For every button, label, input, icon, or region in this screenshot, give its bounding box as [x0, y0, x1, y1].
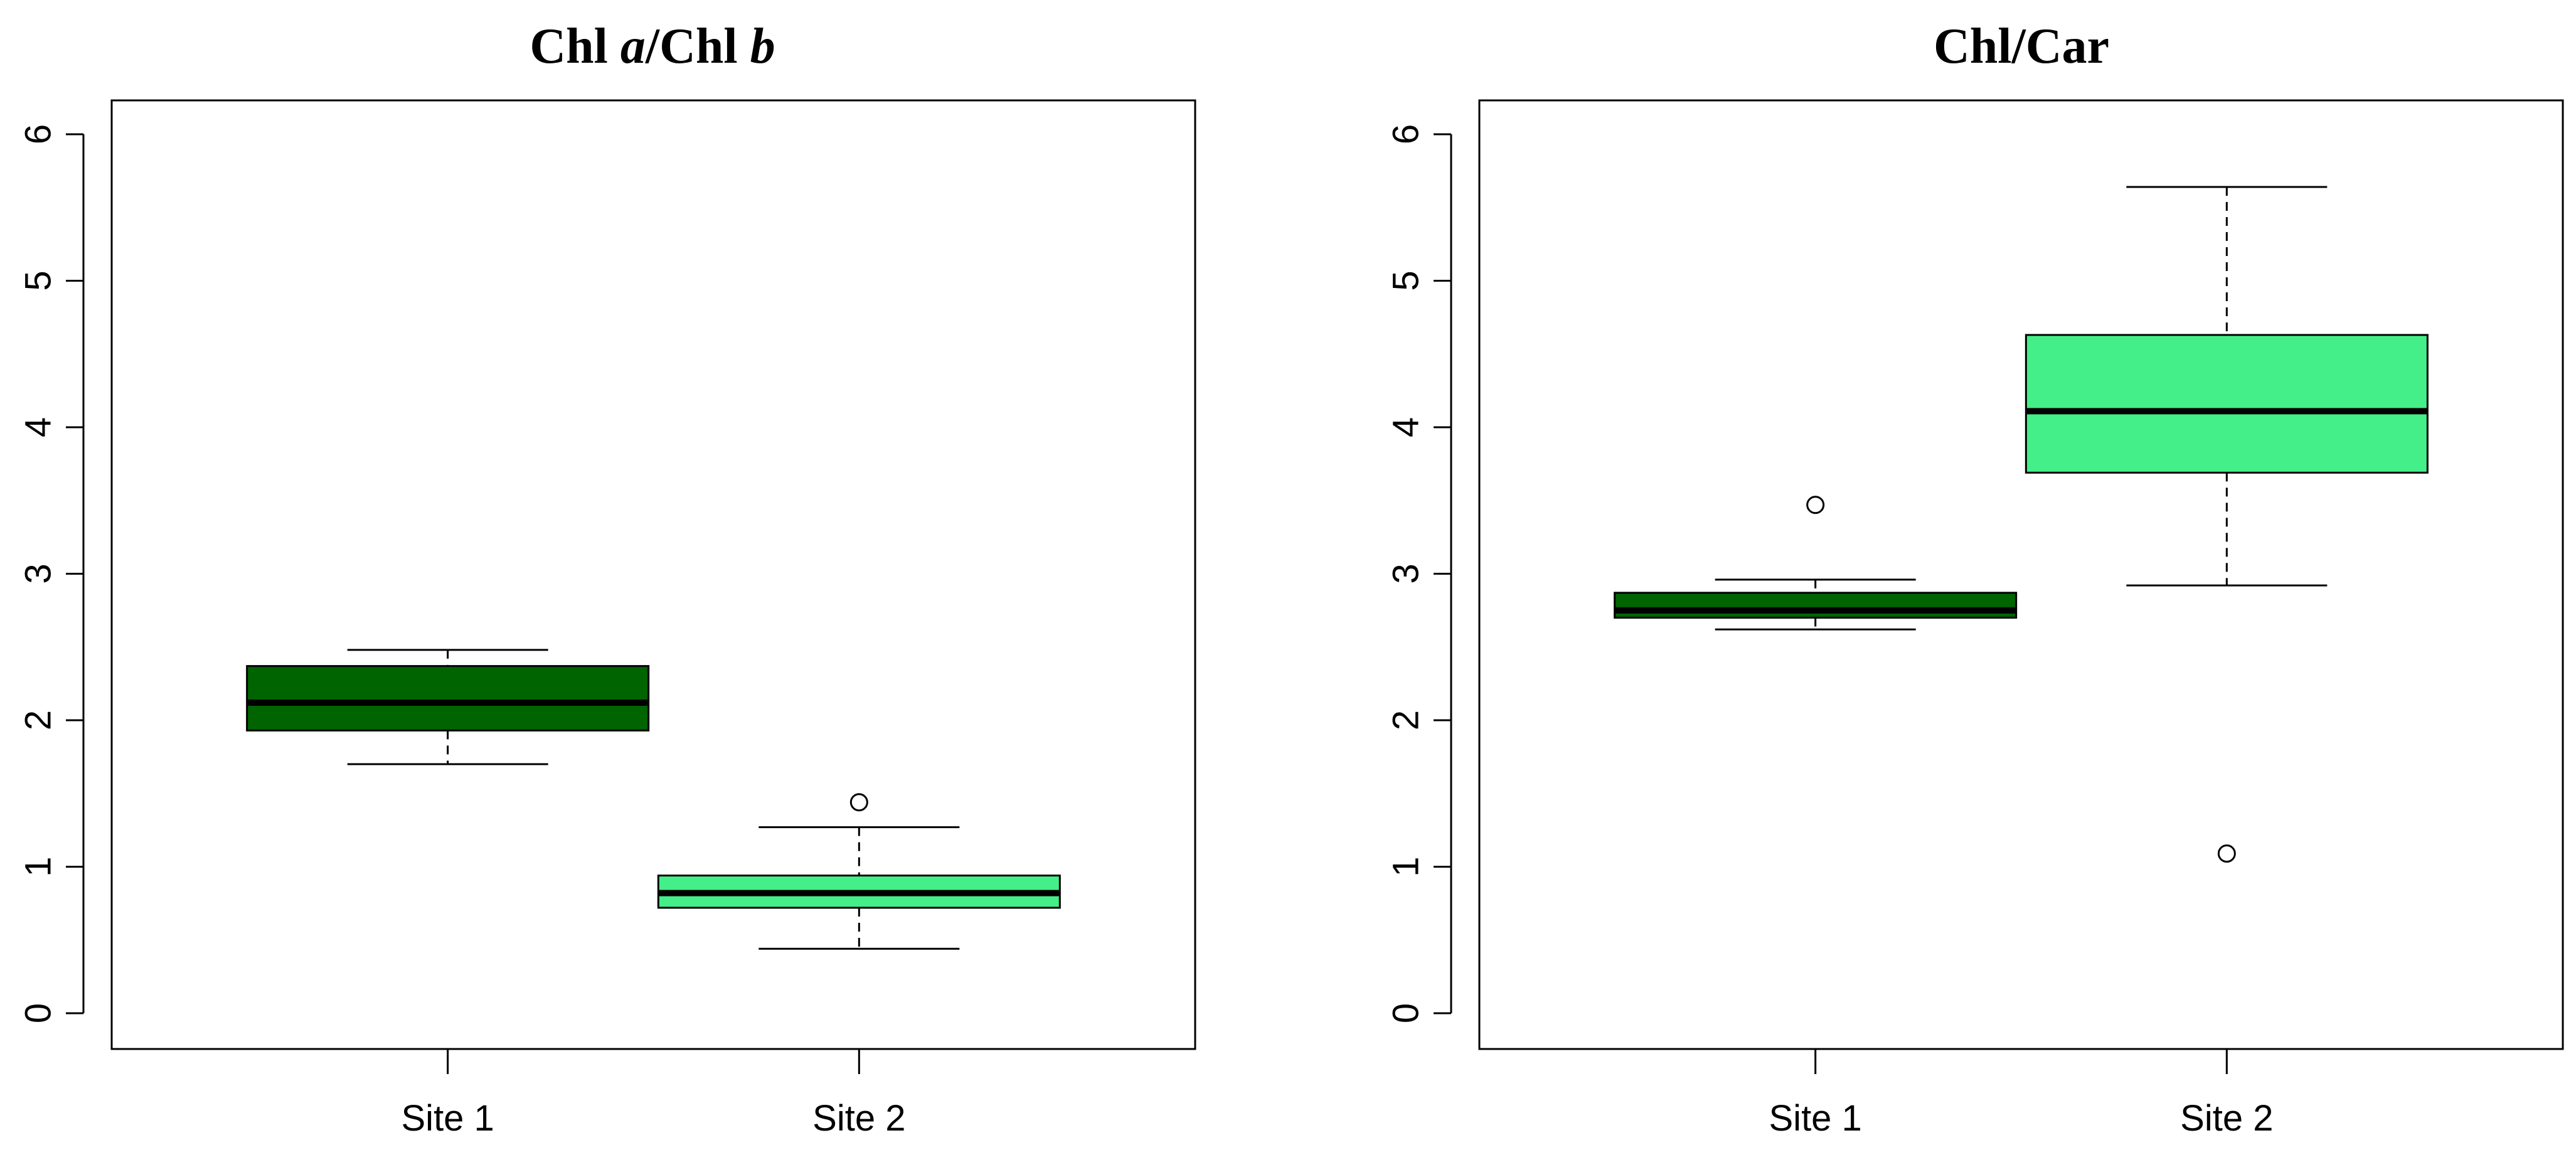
y-tick-label: 3 — [1386, 563, 1427, 583]
y-tick-label: 0 — [1386, 1003, 1427, 1023]
chart-panel-chl-a-chl-b: Chl a/Chl b 0 1 2 3 4 5 6 Site 1 Site 2 — [18, 19, 1196, 1139]
y-tick-label: 0 — [18, 1003, 59, 1023]
box-body — [1614, 592, 2018, 619]
x-tick-label: Site 2 — [2180, 1098, 2273, 1139]
chart-title-part: Chl/Car — [1934, 19, 2109, 74]
box-site-1 — [1614, 496, 2018, 631]
x-tick-label: Site 2 — [812, 1098, 905, 1139]
x-tick-label: Site 1 — [1769, 1098, 1862, 1139]
plot-frame — [1478, 99, 2564, 1050]
box-body — [2025, 334, 2429, 474]
outlier-point — [2217, 844, 2236, 863]
y-tick-label: 4 — [1386, 417, 1427, 437]
y-tick-label: 6 — [18, 124, 59, 144]
chart-title-part: /Chl — [645, 19, 750, 74]
outlier-point — [849, 793, 868, 812]
y-tick-label: 5 — [1386, 270, 1427, 290]
box-body — [246, 665, 650, 732]
chart-title-part: a — [620, 19, 646, 74]
y-tick-label: 2 — [18, 710, 59, 730]
y-tick-label: 6 — [1386, 124, 1427, 144]
y-tick-label: 2 — [1386, 710, 1427, 730]
chart-title-part: Chl — [530, 19, 620, 74]
y-tick-label: 4 — [18, 417, 59, 437]
box-site-2 — [657, 793, 1061, 950]
y-tick-label: 1 — [18, 856, 59, 876]
chart-title: Chl/Car — [1934, 19, 2109, 74]
chart-panel-chl-car: Chl/Car 0 1 2 3 4 5 6 Site 1 Site 2 — [1386, 19, 2564, 1139]
y-tick-label: 1 — [1386, 856, 1427, 876]
x-tick-label: Site 1 — [402, 1098, 494, 1139]
chart-title: Chl a/Chl b — [530, 19, 775, 74]
chart-title-part: b — [750, 19, 775, 74]
box-site-2 — [2025, 186, 2429, 863]
y-tick-label: 3 — [18, 563, 59, 583]
outlier-point — [1806, 496, 1825, 514]
y-tick-label: 5 — [18, 270, 59, 290]
box-site-1 — [246, 649, 650, 765]
